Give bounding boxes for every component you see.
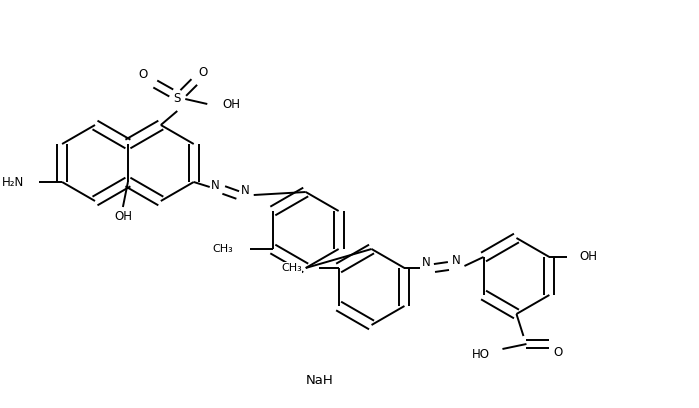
Text: O: O [199,67,208,80]
Text: N: N [241,184,250,197]
Text: NaH: NaH [305,373,333,386]
Text: CH₃: CH₃ [212,244,233,254]
Text: O: O [138,67,148,80]
Text: OH: OH [222,98,240,111]
Text: HO: HO [471,348,489,361]
Text: N: N [452,255,461,268]
Text: S: S [173,93,181,106]
Text: H₂N: H₂N [2,175,24,188]
Text: O: O [554,346,563,359]
Text: N: N [211,179,220,191]
Text: N: N [422,257,431,270]
Text: OH: OH [114,211,132,224]
Text: CH₃: CH₃ [281,263,302,273]
Text: OH: OH [579,251,598,264]
